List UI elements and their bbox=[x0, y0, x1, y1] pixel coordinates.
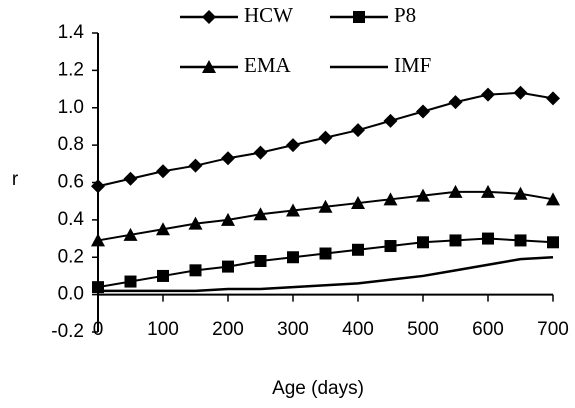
series-line bbox=[98, 256, 554, 293]
x-tick-label: 300 bbox=[277, 319, 309, 340]
x-tick-label: 700 bbox=[537, 319, 569, 340]
legend-label: P8 bbox=[394, 3, 416, 27]
marker bbox=[448, 95, 463, 110]
marker bbox=[417, 236, 429, 249]
marker bbox=[188, 216, 203, 230]
marker bbox=[448, 184, 463, 198]
x-axis-title: Age (days) bbox=[272, 378, 364, 399]
marker bbox=[123, 227, 138, 241]
marker bbox=[416, 188, 430, 202]
marker bbox=[318, 199, 333, 213]
x-tick-label: 0 bbox=[93, 319, 104, 340]
marker bbox=[253, 145, 268, 160]
marker bbox=[449, 234, 462, 247]
marker bbox=[123, 171, 138, 186]
marker bbox=[481, 184, 495, 198]
y-tick-label: -0.2 bbox=[51, 321, 84, 342]
marker bbox=[221, 212, 235, 226]
marker bbox=[221, 151, 235, 166]
marker bbox=[222, 260, 234, 273]
marker bbox=[384, 240, 397, 253]
y-axis-title: r bbox=[12, 169, 19, 190]
marker bbox=[351, 123, 365, 138]
y-tick-label: 0.2 bbox=[58, 246, 84, 267]
legend-marker bbox=[202, 60, 216, 73]
x-tick-label: 400 bbox=[342, 319, 374, 340]
marker bbox=[188, 158, 203, 173]
marker bbox=[319, 247, 332, 260]
marker bbox=[513, 85, 528, 100]
marker bbox=[481, 87, 495, 102]
marker bbox=[482, 232, 494, 245]
marker bbox=[157, 269, 169, 282]
marker bbox=[546, 192, 560, 206]
marker bbox=[318, 130, 333, 145]
legend-label: HCW bbox=[244, 3, 293, 27]
marker bbox=[287, 251, 299, 264]
x-tick-label: 100 bbox=[147, 319, 179, 340]
marker bbox=[351, 196, 365, 210]
marker bbox=[156, 164, 170, 179]
y-tick-label: 1.2 bbox=[58, 59, 84, 80]
marker bbox=[91, 179, 105, 194]
y-tick-label: 0.4 bbox=[58, 209, 85, 230]
marker bbox=[254, 254, 267, 267]
legend-marker bbox=[353, 11, 365, 23]
legend-label: EMA bbox=[244, 53, 292, 77]
marker bbox=[91, 233, 105, 247]
x-tick-label: 500 bbox=[407, 319, 439, 340]
x-tick-label: 200 bbox=[212, 319, 244, 340]
marker bbox=[514, 234, 527, 247]
y-tick-label: 0.6 bbox=[58, 172, 84, 193]
x-tick-label: 600 bbox=[472, 319, 504, 340]
marker bbox=[156, 222, 170, 236]
marker bbox=[547, 236, 559, 249]
marker bbox=[546, 91, 560, 106]
marker bbox=[189, 264, 202, 277]
y-tick-label: 1.0 bbox=[58, 97, 84, 118]
y-tick-label: 1.4 bbox=[58, 22, 85, 43]
marker bbox=[383, 192, 398, 206]
legend-label: IMF bbox=[394, 53, 431, 77]
marker bbox=[253, 207, 268, 221]
legend-marker bbox=[202, 10, 216, 24]
marker bbox=[416, 104, 430, 119]
marker bbox=[124, 275, 137, 288]
y-tick-label: 0.0 bbox=[58, 284, 84, 305]
marker bbox=[286, 138, 300, 153]
y-tick-label: 0.8 bbox=[58, 134, 84, 155]
marker bbox=[352, 243, 364, 256]
marker bbox=[513, 186, 528, 200]
marker bbox=[286, 203, 300, 217]
marker bbox=[383, 113, 398, 128]
